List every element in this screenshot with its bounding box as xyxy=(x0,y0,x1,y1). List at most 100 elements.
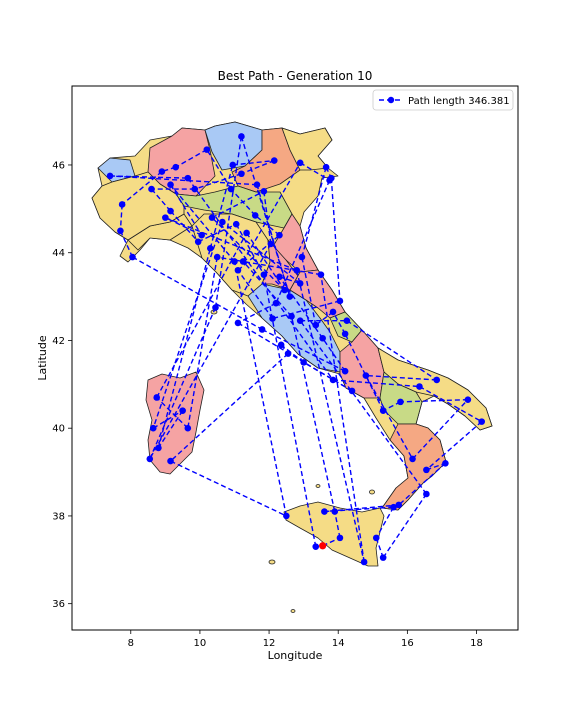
city-point xyxy=(464,396,472,403)
city-point xyxy=(167,457,174,465)
x-tick-label: 14 xyxy=(332,638,345,649)
map-sicily xyxy=(283,501,385,567)
city-point xyxy=(296,317,304,325)
city-point xyxy=(276,273,283,281)
city-point xyxy=(336,534,344,542)
city-point xyxy=(203,146,211,153)
path-segment xyxy=(419,385,483,423)
path-segment xyxy=(170,210,199,243)
path-segment xyxy=(324,504,399,513)
path-segment xyxy=(109,175,258,186)
path-segment xyxy=(235,223,265,275)
city-point xyxy=(343,317,351,325)
path-segment xyxy=(170,460,287,517)
x-tick-label: 18 xyxy=(470,638,483,649)
path-segment xyxy=(187,256,218,429)
city-point xyxy=(238,170,245,178)
city-point xyxy=(234,319,242,327)
path-segment xyxy=(330,178,341,302)
city-point xyxy=(219,218,226,226)
city-point xyxy=(148,185,155,193)
legend-marker xyxy=(387,96,395,104)
path-segment xyxy=(332,311,346,335)
city-point xyxy=(239,258,247,265)
city-point xyxy=(260,187,268,195)
path-segment xyxy=(132,256,263,331)
path-segment xyxy=(232,159,275,166)
y-tick-label: 44 xyxy=(52,248,65,259)
map-region-calabria xyxy=(381,423,447,511)
path-segment xyxy=(241,159,275,175)
x-tick-label: 10 xyxy=(194,638,207,649)
city-point xyxy=(395,501,403,509)
city-point xyxy=(158,168,166,175)
path-layer xyxy=(109,136,483,563)
path-segment xyxy=(149,243,272,460)
path-segment xyxy=(290,316,336,512)
path-segment xyxy=(398,462,446,506)
path-segment xyxy=(119,204,123,231)
city-point xyxy=(270,157,278,164)
city-point xyxy=(234,266,242,274)
city-point xyxy=(258,326,266,333)
city-point xyxy=(117,227,124,235)
x-tick-label: 16 xyxy=(401,638,414,649)
city-point xyxy=(179,407,186,414)
legend-label: Path length 346.381 xyxy=(408,96,510,107)
city-point xyxy=(433,376,441,384)
city-point xyxy=(397,398,404,406)
city-point xyxy=(155,444,162,452)
path-segment xyxy=(197,223,237,243)
path-segment xyxy=(230,188,256,216)
city-point xyxy=(317,271,325,278)
city-point xyxy=(321,508,328,515)
city-point xyxy=(409,455,416,463)
city-point xyxy=(243,229,250,237)
path-segment xyxy=(110,175,188,179)
city-point xyxy=(106,172,114,180)
path-segment xyxy=(296,270,365,563)
city-point xyxy=(129,253,136,261)
city-point xyxy=(194,238,202,246)
city-point xyxy=(172,163,180,171)
city-point xyxy=(288,313,295,320)
city-point xyxy=(442,459,449,467)
path-segment xyxy=(237,234,280,271)
city-point xyxy=(253,181,261,189)
path-segment xyxy=(233,261,288,517)
path-segment xyxy=(170,353,289,462)
path-segment xyxy=(256,184,291,297)
path-segment xyxy=(334,511,341,539)
path-segment xyxy=(412,399,469,460)
city-point xyxy=(423,490,430,498)
city-point xyxy=(198,231,205,239)
x-tick-label: 12 xyxy=(263,638,276,649)
path-segment xyxy=(211,217,286,291)
path-segment xyxy=(426,462,446,471)
city-point xyxy=(267,240,275,248)
city-point xyxy=(118,201,126,208)
city-point xyxy=(416,383,423,390)
path-segment xyxy=(400,398,468,403)
path-segment xyxy=(263,274,317,547)
y-tick-label: 38 xyxy=(52,511,65,522)
city-point xyxy=(184,424,192,432)
city-point xyxy=(423,466,430,474)
city-point xyxy=(379,554,387,561)
city-point xyxy=(478,418,485,425)
city-point xyxy=(329,308,337,316)
city-point xyxy=(146,455,154,463)
start-point xyxy=(319,542,327,550)
path-segment xyxy=(299,320,427,495)
city-point xyxy=(319,334,326,342)
map-island-eolie xyxy=(369,489,375,495)
path-segment xyxy=(194,173,242,190)
city-point xyxy=(213,253,221,261)
path-segment xyxy=(315,311,334,326)
path-segment xyxy=(119,230,134,258)
path-segment xyxy=(217,256,322,276)
city-point xyxy=(238,133,245,140)
path-segment xyxy=(156,396,189,429)
city-point xyxy=(284,350,292,357)
city-point xyxy=(360,558,368,566)
